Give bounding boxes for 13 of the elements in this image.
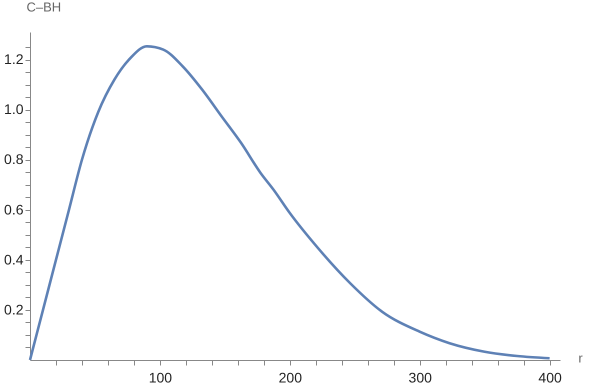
x-tick-label: 400: [538, 370, 562, 384]
y-tick-label: 0.2: [4, 301, 24, 318]
y-axis-title: C–BH: [26, 0, 62, 14]
y-tick-label: 0.6: [4, 201, 24, 218]
x-axis-title: r: [578, 350, 584, 366]
y-tick-label: 0.8: [4, 151, 24, 168]
x-tick-label: 300: [408, 370, 432, 384]
line-series: [28, 44, 551, 362]
y-tick-label: 1.0: [4, 101, 24, 118]
y-tick-label: 0.4: [4, 251, 24, 268]
y-tick-label: 1.2: [4, 51, 24, 68]
x-tick-label: 100: [148, 370, 172, 384]
x-tick-label: 200: [278, 370, 302, 384]
